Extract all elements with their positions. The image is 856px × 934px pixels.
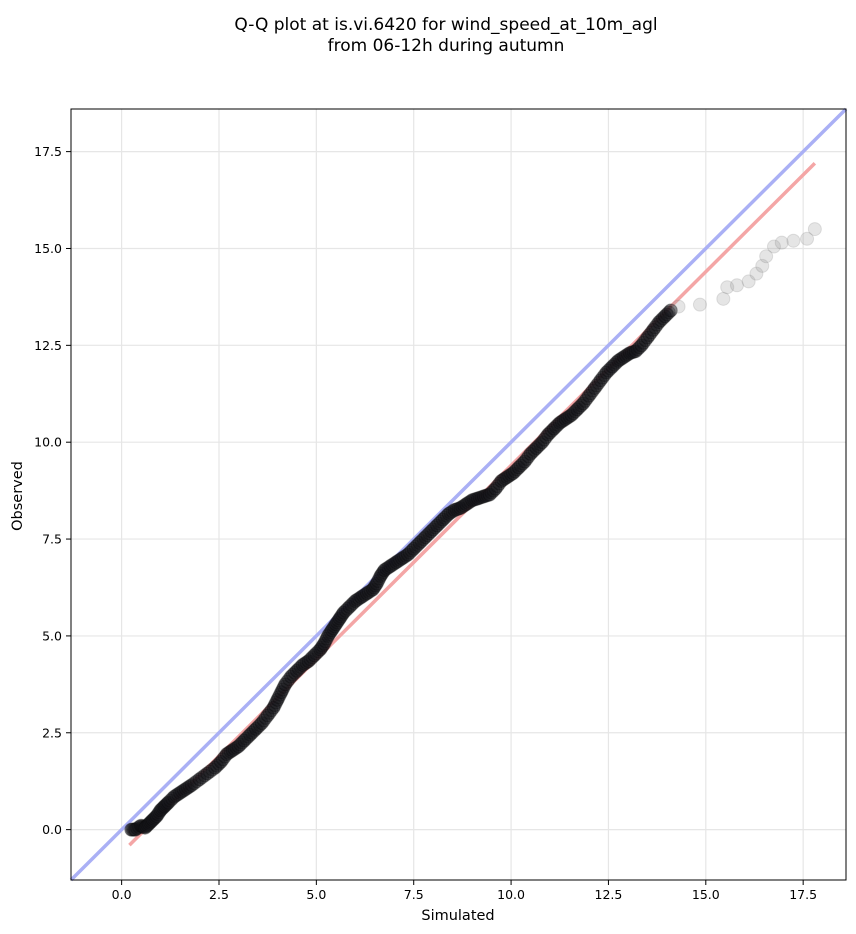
quantile-point bbox=[716, 291, 731, 306]
quantile-point bbox=[741, 274, 756, 289]
quantile-point bbox=[749, 266, 764, 281]
quantile-points bbox=[124, 222, 822, 837]
y-tick-label: 10.0 bbox=[34, 435, 62, 450]
x-axis-label: Simulated bbox=[421, 908, 494, 924]
quantile-point bbox=[800, 231, 815, 246]
quantile-point bbox=[774, 235, 789, 250]
quantile-point bbox=[759, 249, 774, 264]
x-tick-label: 12.5 bbox=[595, 887, 623, 902]
y-axis-label: Observed bbox=[10, 461, 26, 531]
quantile-point bbox=[671, 299, 686, 314]
x-tick-label: 15.0 bbox=[692, 887, 720, 902]
identity-line bbox=[69, 107, 848, 882]
plot-area-frame bbox=[70, 108, 847, 881]
x-axis-ticks: 0.0 2.5 5.0 7.5 10.0 12.5 15.0 17.5 bbox=[112, 880, 817, 902]
x-tick-label: 10.0 bbox=[497, 887, 525, 902]
quantile-point bbox=[720, 280, 735, 295]
chart-title-line2: from 06-12h during autumn bbox=[328, 36, 565, 56]
y-tick-label: 17.5 bbox=[34, 144, 62, 159]
grid bbox=[71, 109, 846, 880]
y-tick-label: 0.0 bbox=[42, 822, 62, 837]
quantile-point bbox=[766, 239, 781, 254]
y-tick-label: 12.5 bbox=[34, 338, 62, 353]
y-tick-label: 15.0 bbox=[34, 241, 62, 256]
x-tick-label: 5.0 bbox=[306, 887, 326, 902]
x-tick-label: 0.0 bbox=[112, 887, 132, 902]
quantile-point bbox=[663, 303, 678, 318]
x-tick-label: 7.5 bbox=[404, 887, 424, 902]
y-axis-ticks: 0.0 2.5 5.0 7.5 10.0 12.5 15.0 17.5 bbox=[34, 144, 71, 837]
quantile-point bbox=[786, 233, 801, 248]
chart-title-line1: Q-Q plot at is.vi.6420 for wind_speed_at… bbox=[234, 15, 657, 35]
y-tick-label: 2.5 bbox=[42, 725, 62, 740]
quantile-point bbox=[692, 297, 707, 312]
quantile-point bbox=[729, 278, 744, 293]
quantile-point bbox=[755, 258, 770, 273]
y-tick-label: 5.0 bbox=[42, 628, 62, 643]
x-tick-label: 17.5 bbox=[789, 887, 817, 902]
y-tick-label: 7.5 bbox=[42, 532, 62, 547]
quantile-point bbox=[807, 222, 822, 237]
x-tick-label: 2.5 bbox=[209, 887, 229, 902]
